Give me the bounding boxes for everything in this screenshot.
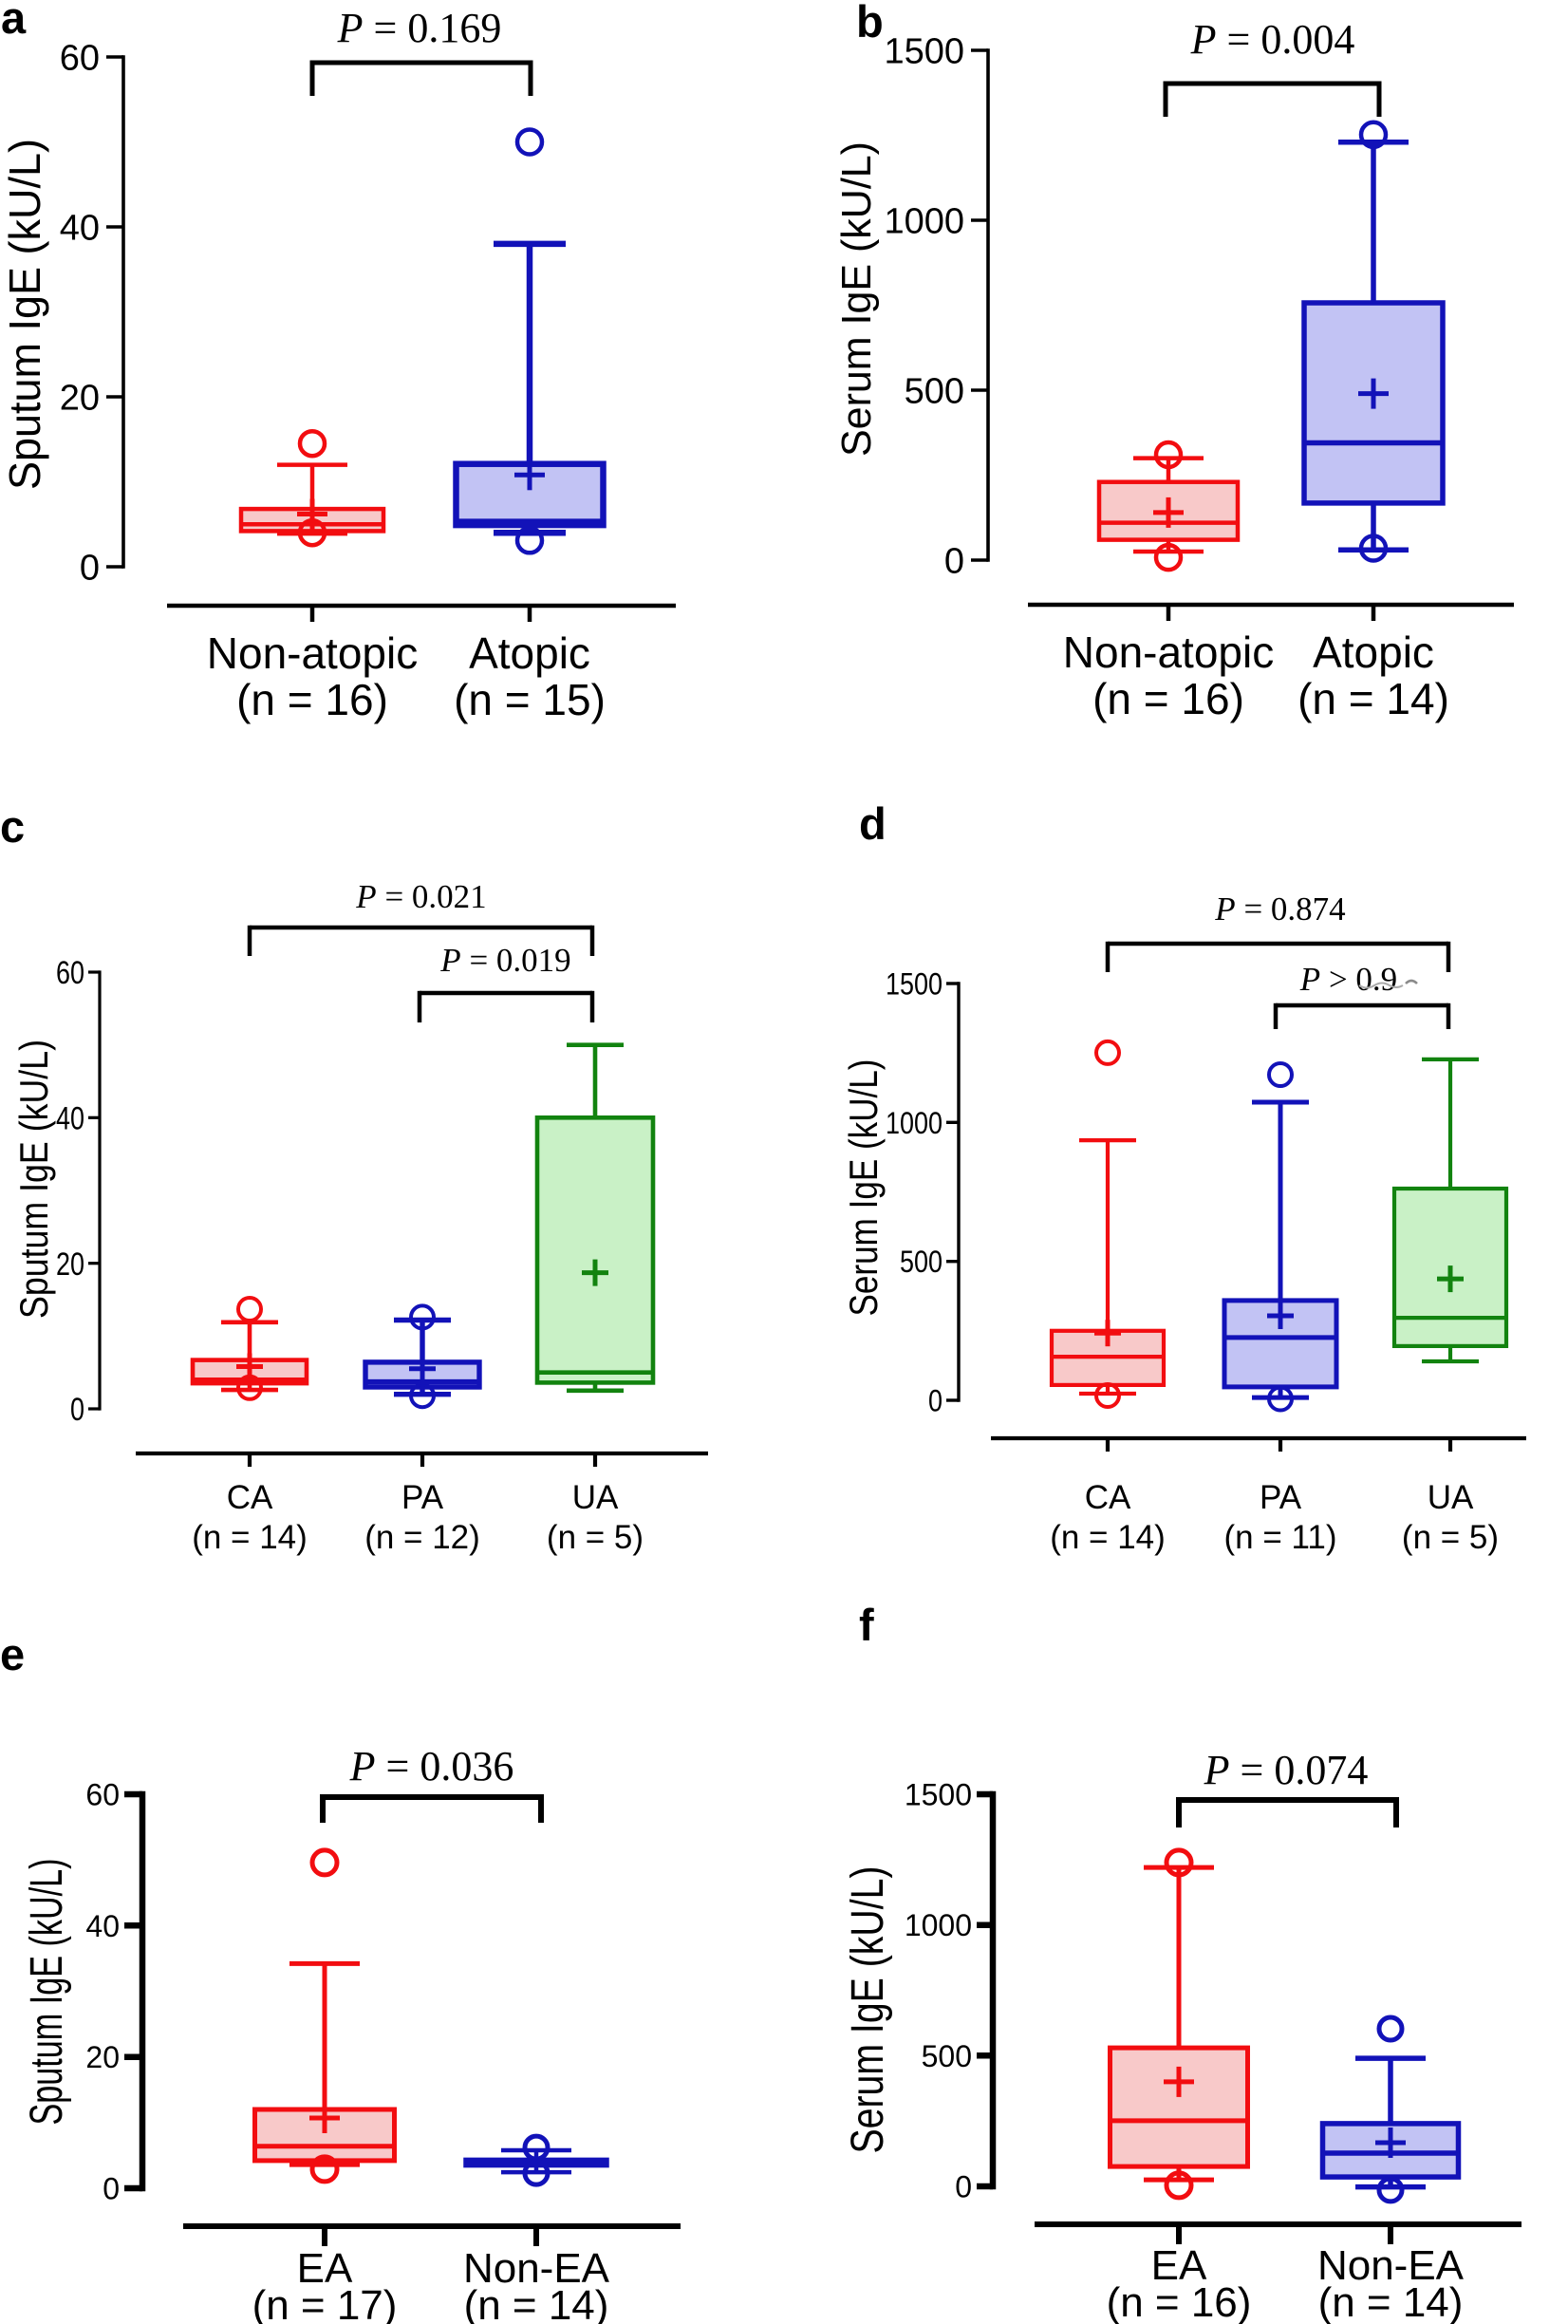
svg-text:0: 0 <box>103 2172 120 2206</box>
svg-text:1000: 1000 <box>905 1908 972 1942</box>
svg-text:P = 0.004: P = 0.004 <box>1190 16 1355 63</box>
svg-text:P = 0.169: P = 0.169 <box>337 5 502 51</box>
svg-text:Non-atopic: Non-atopic <box>207 628 418 678</box>
svg-text:Atopic: Atopic <box>469 628 590 678</box>
svg-text:(n = 11): (n = 11) <box>1224 1519 1337 1556</box>
svg-text:Sputum IgE (kU/L): Sputum IgE (kU/L) <box>0 139 49 490</box>
svg-text:EA: EA <box>1151 2242 1207 2289</box>
svg-text:Atopic: Atopic <box>1313 628 1434 677</box>
svg-text:(n = 16): (n = 16) <box>1092 674 1244 723</box>
svg-text:Non-EA: Non-EA <box>463 2245 610 2292</box>
svg-text:P = 0.874: P = 0.874 <box>1214 890 1345 928</box>
svg-text:40: 40 <box>60 209 100 249</box>
svg-text:EA: EA <box>297 2245 353 2292</box>
svg-text:(n = 16): (n = 16) <box>1107 2279 1252 2324</box>
svg-text:P = 0.074: P = 0.074 <box>1204 1747 1369 1793</box>
svg-text:1000: 1000 <box>884 202 964 242</box>
svg-text:0: 0 <box>944 542 964 582</box>
svg-text:P > 0.9: P > 0.9 <box>1299 961 1397 998</box>
svg-text:(n = 16): (n = 16) <box>236 675 388 724</box>
svg-text:Serum IgE (kU/L): Serum IgE (kU/L) <box>843 1866 893 2154</box>
svg-text:40: 40 <box>85 1909 120 1943</box>
svg-text:(n = 12): (n = 12) <box>364 1519 480 1556</box>
svg-text:P = 0.021: P = 0.021 <box>355 878 486 915</box>
svg-text:CA: CA <box>227 1479 273 1516</box>
svg-text:500: 500 <box>900 1245 943 1279</box>
svg-text:PA: PA <box>401 1479 444 1516</box>
svg-text:(n = 15): (n = 15) <box>454 675 606 724</box>
svg-text:0: 0 <box>928 1384 943 1418</box>
svg-text:Non-atopic: Non-atopic <box>1063 628 1274 677</box>
svg-text:b: b <box>856 0 884 47</box>
svg-text:UA: UA <box>572 1479 619 1516</box>
svg-text:Sputum IgE (kU/L): Sputum IgE (kU/L) <box>22 1859 72 2126</box>
svg-text:c: c <box>0 801 25 852</box>
svg-text:(n = 14): (n = 14) <box>1318 2279 1464 2324</box>
svg-text:e: e <box>0 1629 25 1679</box>
svg-text:(n = 14): (n = 14) <box>192 1519 308 1556</box>
svg-text:500: 500 <box>922 2039 972 2073</box>
svg-text:Serum IgE (kU/L): Serum IgE (kU/L) <box>833 141 880 457</box>
svg-text:Non-EA: Non-EA <box>1317 2242 1465 2289</box>
svg-text:0: 0 <box>80 549 100 589</box>
svg-text:60: 60 <box>60 39 100 79</box>
svg-text:f: f <box>859 1600 874 1650</box>
svg-text:20: 20 <box>60 379 100 419</box>
svg-text:1500: 1500 <box>905 1778 972 1812</box>
svg-text:Sputum IgE (kU/L): Sputum IgE (kU/L) <box>11 1040 56 1319</box>
svg-text:(n = 5): (n = 5) <box>547 1519 644 1556</box>
svg-text:(n = 14): (n = 14) <box>1050 1519 1166 1556</box>
svg-text:(n = 5): (n = 5) <box>1402 1519 1499 1556</box>
svg-text:(n = 14): (n = 14) <box>464 2282 609 2324</box>
svg-text:0: 0 <box>955 2170 972 2204</box>
svg-text:60: 60 <box>56 955 84 991</box>
svg-text:(n = 14): (n = 14) <box>1297 674 1449 723</box>
svg-text:20: 20 <box>56 1246 84 1283</box>
svg-text:1500: 1500 <box>884 32 964 72</box>
svg-text:(n = 17): (n = 17) <box>252 2282 398 2324</box>
svg-text:CA: CA <box>1085 1479 1131 1516</box>
svg-text:P = 0.019: P = 0.019 <box>439 942 570 979</box>
svg-text:UA: UA <box>1428 1479 1474 1516</box>
svg-text:P = 0.036: P = 0.036 <box>349 1743 514 1790</box>
svg-text:20: 20 <box>85 2040 120 2074</box>
svg-text:1500: 1500 <box>886 967 943 1002</box>
svg-text:500: 500 <box>905 372 964 412</box>
svg-text:40: 40 <box>56 1101 84 1137</box>
svg-text:d: d <box>859 798 887 849</box>
svg-text:Serum IgE (kU/L): Serum IgE (kU/L) <box>841 1059 886 1317</box>
svg-text:60: 60 <box>85 1778 120 1812</box>
svg-text:1000: 1000 <box>886 1106 943 1140</box>
svg-text:a: a <box>1 0 27 43</box>
svg-text:PA: PA <box>1260 1479 1302 1516</box>
svg-text:0: 0 <box>70 1392 84 1428</box>
